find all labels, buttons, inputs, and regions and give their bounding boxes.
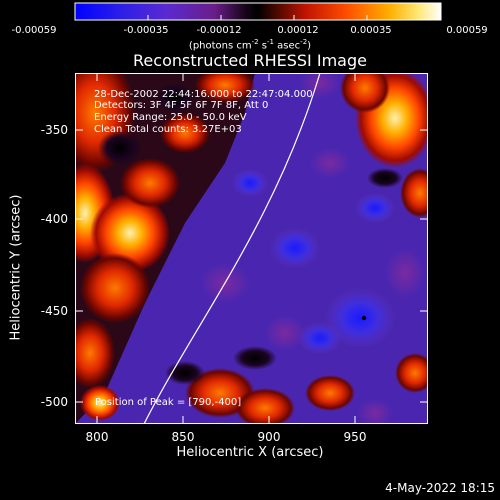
units-exponent: -2	[251, 38, 259, 46]
info-clean-counts: Clean Total counts: 3.27E+03	[94, 124, 242, 135]
x-tick-label: 950	[343, 430, 367, 444]
colorbar	[74, 2, 442, 21]
y-tick-label: -450	[40, 304, 68, 318]
y-axis-label: Heliocentric Y (arcsec)	[8, 194, 24, 341]
units-text: )	[307, 40, 312, 52]
y-tick-label: -350	[40, 123, 68, 137]
colorbar-tick: 0.00035	[350, 25, 392, 36]
colorbar-tick: -0.00012	[196, 25, 242, 36]
plot-frame	[75, 73, 428, 424]
x-tick-label: 800	[85, 430, 109, 444]
units-text: (photons cm	[188, 40, 252, 52]
colorbar-gradient	[74, 2, 442, 21]
plot-title: Reconstructed RHESSI Image	[133, 51, 367, 70]
info-detectors: Detectors: 3F 4F 5F 6F 7F 8F, Att 0	[94, 100, 269, 111]
info-energy-range: Energy Range: 25.0 - 50.0 keV	[94, 112, 247, 123]
info-time-range: 28-Dec-2002 22:44:16.000 to 22:47:04.000	[94, 89, 313, 100]
y-tick-label: -500	[40, 395, 68, 409]
x-axis-ticks	[96, 73, 356, 424]
colorbar-tick: 0.00059	[446, 25, 488, 36]
y-axis-ticks	[75, 129, 428, 403]
colorbar-units: (photons cm-2 s-1 asec-2)	[0, 39, 500, 51]
colorbar-tick: 0.00012	[277, 25, 319, 36]
solar-limb-line	[143, 73, 321, 424]
footer-date: 4-May-2022 18:15	[385, 481, 495, 495]
units-exponent: -2	[300, 38, 308, 46]
x-axis-label: Heliocentric X (arcsec)	[176, 445, 324, 460]
y-tick-label: -400	[40, 212, 68, 226]
units-exponent: -1	[267, 38, 274, 46]
colorbar-tick: -0.00059	[11, 25, 57, 36]
units-text: asec	[274, 40, 301, 52]
image-map	[75, 73, 428, 424]
units-text: s	[258, 40, 268, 52]
rhessi-image-plot	[75, 73, 428, 424]
colorbar-tick: -0.00035	[123, 25, 169, 36]
peak-position: Position of Peak = [790,-400]	[95, 397, 242, 408]
x-tick-label: 900	[257, 430, 281, 444]
x-tick-label: 850	[171, 430, 195, 444]
